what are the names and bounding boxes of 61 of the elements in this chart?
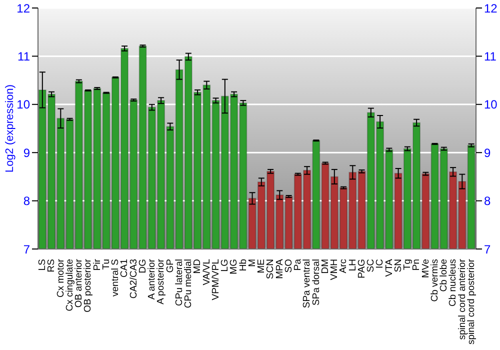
- x-tick-label: CA1: [119, 259, 130, 278]
- x-tick-label: MG: [228, 259, 240, 274]
- y2-tick-label: 7: [484, 242, 491, 256]
- y-tick-label: 9: [23, 146, 30, 160]
- x-tick-label: VTA: [384, 258, 395, 277]
- x-tick-label: RS: [46, 259, 58, 272]
- y2-tick-label: 9: [484, 146, 491, 160]
- x-tick-label: Tu: [100, 259, 112, 270]
- x-tick-label: A posterior: [156, 259, 167, 304]
- x-tick-label: Cb lobe: [438, 259, 450, 292]
- x-tick-label: CA2/CA3: [128, 259, 140, 299]
- x-tick-label: SN: [392, 258, 404, 272]
- x-tick-label: Tg: [402, 259, 414, 270]
- y2-tick-label: 10: [484, 98, 498, 112]
- x-tick-label: SPa dorsal: [310, 259, 322, 306]
- x-tick-label: Pa: [292, 258, 304, 271]
- x-tick-label: VA/VL: [201, 259, 212, 286]
- x-tick-label: SO: [283, 259, 294, 273]
- x-tick-label: LS: [37, 259, 48, 271]
- x-tick-label: ventral S: [110, 259, 122, 296]
- x-tick-label: Cb nucleus: [448, 258, 459, 307]
- x-tick-label: DG: [137, 259, 148, 274]
- x-tick-label: Cx motor: [55, 259, 66, 298]
- x-tick-label: A anterior: [146, 259, 158, 300]
- x-tick-label: spinal cord posterior: [466, 259, 477, 345]
- x-tick-label: SC: [366, 258, 377, 272]
- x-tick-label: OB posterior: [82, 259, 94, 312]
- x-tick-label: OB anterior: [74, 259, 85, 308]
- x-tick-label: GP: [164, 259, 176, 273]
- x-tick-label: IC: [374, 258, 386, 268]
- x-tick-label: DM: [320, 258, 331, 274]
- y-axis-title: Log2 (expression): [4, 84, 16, 173]
- x-tick-label: Pir: [92, 259, 103, 271]
- y-tick-label: 7: [23, 242, 30, 256]
- x-tick-label: MPA: [274, 258, 286, 279]
- x-tick-label: LG: [220, 259, 231, 272]
- x-tick-label: CPu medial: [183, 259, 194, 308]
- x-tick-label: CPu lateral: [174, 259, 185, 306]
- x-tick-label: MVe: [420, 259, 432, 278]
- x-tick-label: Pn: [411, 259, 422, 271]
- x-tick-label: PAG: [356, 259, 368, 278]
- x-tick-label: ME: [256, 259, 268, 274]
- x-tick-label: VPM/VPL: [210, 259, 222, 300]
- x-tick-label: spinal cord anterior: [456, 259, 468, 340]
- y2-tick-label: 12: [484, 1, 498, 16]
- x-tick-label: Cx cingulate: [64, 259, 76, 312]
- y2-tick-label: 8: [484, 194, 491, 208]
- y-tick-label: 11: [18, 49, 30, 64]
- y-tick-label: 8: [23, 194, 30, 208]
- x-tick-label: Cb vermis: [429, 258, 440, 302]
- x-tick-label: LH: [347, 258, 358, 272]
- y-tick-label: 12: [16, 1, 30, 16]
- y2-tick-label: 11: [484, 49, 497, 64]
- x-tick-label: Arc: [338, 258, 350, 274]
- x-tick-label: MD: [192, 258, 204, 274]
- x-tick-label: SPa ventral: [302, 259, 313, 308]
- x-tick-label: SCN: [265, 258, 276, 280]
- x-tick-label: VMH: [329, 258, 340, 280]
- y-tick-label: 10: [16, 98, 30, 112]
- x-tick-label: Hb: [238, 259, 249, 272]
- x-tick-label: M: [246, 258, 258, 267]
